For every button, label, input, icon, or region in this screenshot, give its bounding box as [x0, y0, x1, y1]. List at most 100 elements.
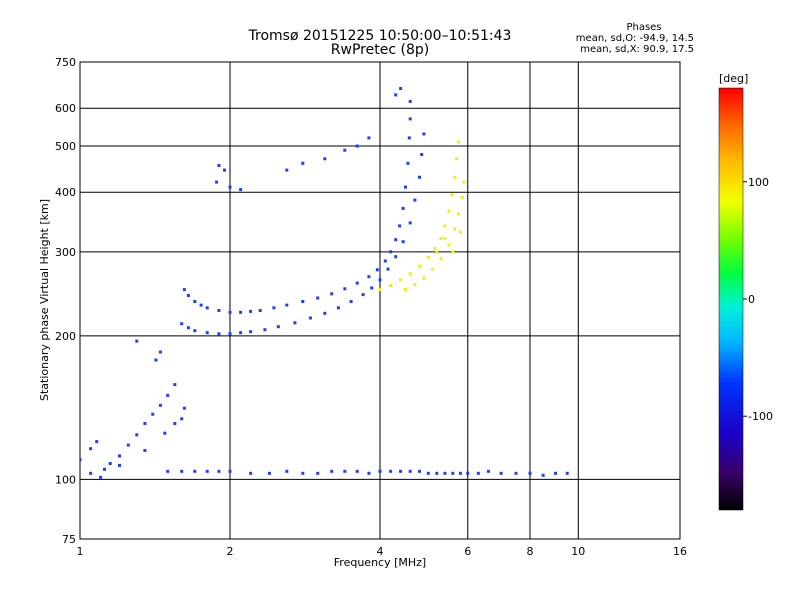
- grid: [80, 62, 680, 539]
- data-point: [413, 198, 417, 202]
- data-point: [285, 303, 289, 307]
- plot-frame: [79, 61, 681, 540]
- data-point: [433, 246, 437, 250]
- data-point: [285, 469, 289, 473]
- data-point: [135, 339, 139, 343]
- data-point: [447, 243, 451, 247]
- colorbar: [718, 87, 744, 511]
- data-point: [158, 403, 162, 407]
- data-point: [399, 469, 403, 473]
- stats-heading: Phases: [626, 22, 661, 33]
- colorbar-ticks: 100 0 -100: [743, 176, 773, 423]
- x-tick-label: 16: [673, 545, 687, 558]
- data-point: [249, 309, 253, 313]
- y-tick-label: 200: [55, 330, 76, 343]
- x-tick-label: 8: [527, 545, 534, 558]
- data-point: [293, 321, 297, 325]
- data-point: [95, 440, 99, 444]
- data-point: [386, 267, 390, 271]
- data-point: [486, 469, 490, 473]
- data-point: [154, 358, 158, 362]
- data-point: [453, 227, 457, 231]
- data-point: [443, 224, 447, 228]
- stats-o-line: mean, sd,O: -94.9, 14.5: [576, 33, 694, 44]
- data-point: [239, 310, 243, 314]
- data-point: [453, 175, 457, 179]
- data-point: [217, 164, 221, 167]
- y-tick-label: 100: [55, 473, 76, 486]
- data-point: [443, 471, 447, 475]
- data-point: [193, 300, 197, 303]
- data-point: [451, 250, 455, 254]
- data-point: [408, 469, 412, 473]
- data-point: [355, 281, 359, 285]
- data-point: [223, 168, 226, 172]
- chart-title: Tromsø 20151225 10:50:00–10:51:43: [248, 28, 512, 44]
- data-point: [217, 309, 221, 312]
- data-point: [370, 286, 374, 290]
- data-point: [399, 278, 403, 282]
- y-tick-label: 500: [55, 140, 76, 153]
- data-point: [330, 469, 334, 473]
- data-point: [228, 185, 232, 189]
- data-point: [118, 454, 121, 458]
- data-point: [301, 161, 305, 165]
- data-point: [89, 471, 93, 475]
- scatter-points: [80, 87, 569, 479]
- data-point: [343, 469, 347, 473]
- data-point: [316, 296, 320, 300]
- data-point: [193, 329, 197, 333]
- data-point: [205, 306, 209, 310]
- data-point: [301, 471, 305, 475]
- data-point: [422, 276, 426, 280]
- colorbar-tick-label: -100: [748, 410, 773, 423]
- data-point: [301, 300, 305, 303]
- data-point: [249, 471, 253, 475]
- data-point: [173, 383, 177, 387]
- data-point: [361, 293, 365, 297]
- data-point: [420, 153, 424, 156]
- data-point: [455, 157, 459, 161]
- data-point: [431, 267, 435, 271]
- data-point: [378, 278, 382, 282]
- colorbar-label: [deg]: [719, 72, 748, 85]
- colorbar-tick-label: 100: [748, 176, 769, 189]
- data-point: [408, 221, 412, 225]
- data-point: [193, 469, 197, 473]
- data-point: [514, 471, 518, 475]
- data-point: [186, 326, 190, 330]
- data-point: [443, 236, 447, 240]
- data-point: [228, 469, 232, 473]
- data-point: [205, 469, 209, 473]
- data-point: [426, 471, 430, 475]
- data-point: [215, 180, 219, 184]
- data-point: [182, 288, 186, 292]
- data-point: [182, 406, 186, 410]
- data-point: [399, 87, 403, 90]
- data-point: [367, 275, 371, 279]
- data-point: [217, 332, 221, 336]
- axis-ticks: 1 2 4 6 8 10 16 75 100 200 300 400 500 600 750: [55, 56, 687, 558]
- data-point: [458, 230, 462, 234]
- data-point: [413, 283, 417, 287]
- data-point: [343, 287, 347, 291]
- data-point: [476, 471, 480, 475]
- data-point: [343, 148, 347, 152]
- data-point: [316, 471, 320, 475]
- data-point: [389, 250, 393, 254]
- data-point: [457, 140, 460, 144]
- data-point: [151, 412, 155, 416]
- data-point: [406, 161, 410, 165]
- data-point: [285, 168, 289, 172]
- data-point: [460, 196, 464, 199]
- data-point: [367, 471, 371, 475]
- x-tick-label: 4: [377, 545, 384, 558]
- y-axis-label: Stationary phase Virtual Height [km]: [38, 199, 51, 401]
- data-point: [422, 132, 426, 136]
- data-point: [435, 471, 439, 475]
- data-point: [383, 259, 387, 263]
- data-point: [263, 328, 267, 332]
- data-point: [268, 471, 271, 475]
- data-point: [394, 93, 398, 97]
